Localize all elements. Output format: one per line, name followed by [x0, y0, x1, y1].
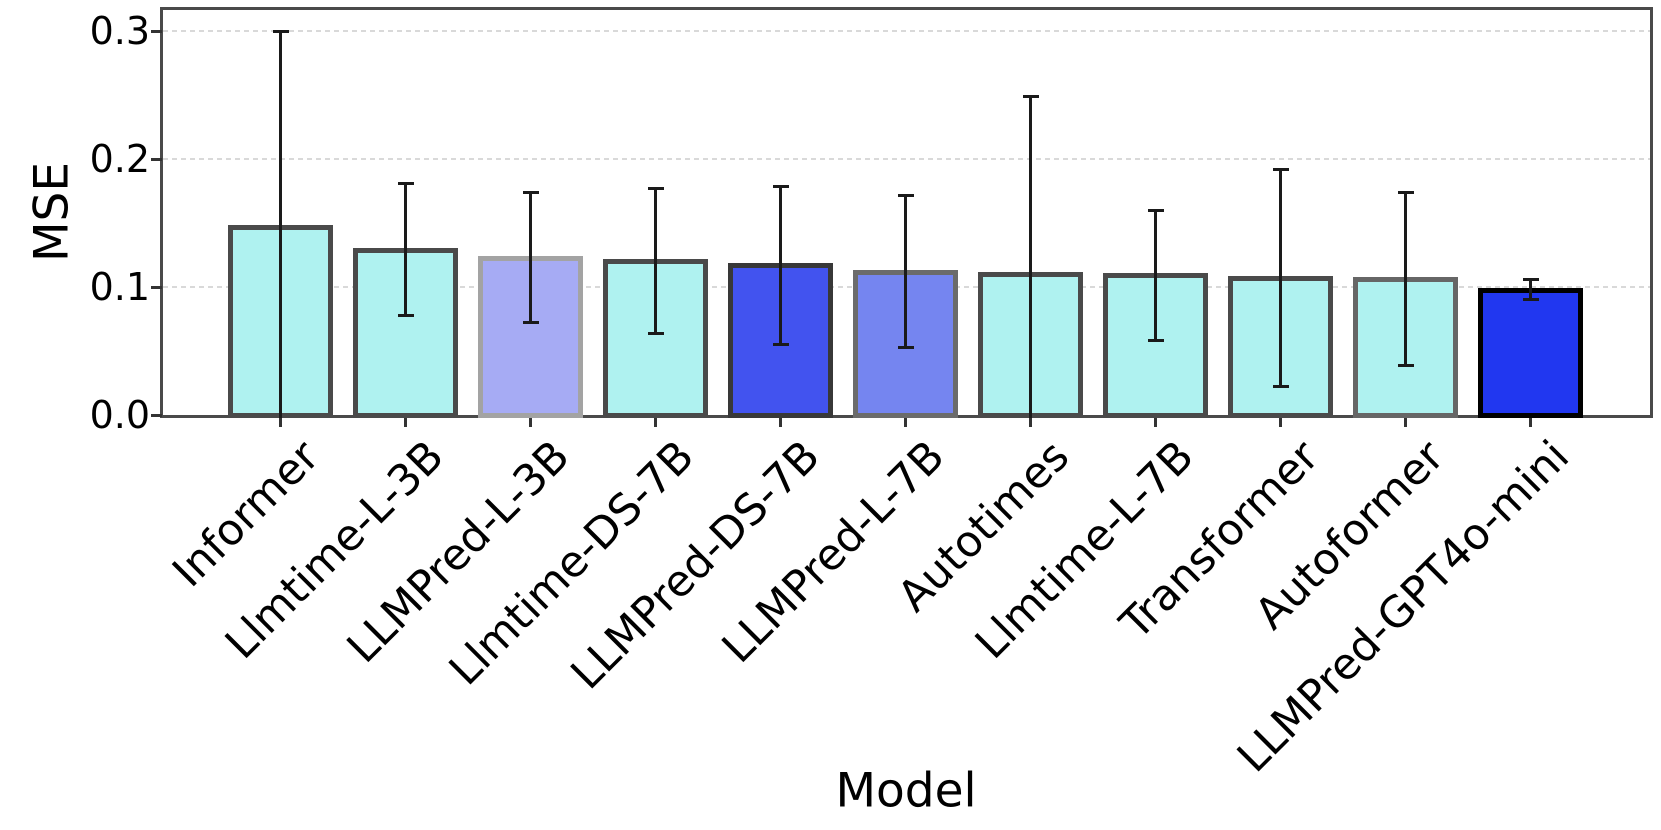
error-cap-bottom-llmtime-ds-7b: [647, 332, 664, 336]
x-tick-label-llmtime-l-7b: Llmtime-L-7B: [966, 431, 1205, 669]
error-cap-top-transformer: [1272, 168, 1289, 172]
error-cap-top-llmtime-l-7b: [1147, 209, 1164, 213]
x-tick-mark-llmpred-gpt4o-mini: [1529, 418, 1532, 427]
x-tick-mark-llmpred-l-7b: [904, 418, 907, 427]
y-tick-label-0.0: 0.0: [89, 393, 150, 437]
error-cap-bottom-llmtime-l-7b: [1147, 338, 1164, 342]
gridline-0.3: [163, 30, 1650, 32]
error-cap-bottom-autoformer: [1397, 364, 1414, 368]
error-cap-bottom-llmpred-l-3b: [522, 320, 539, 324]
error-cap-bottom-llmpred-gpt4o-mini: [1522, 297, 1539, 301]
y-tick-label-0.1: 0.1: [89, 265, 150, 309]
error-cap-top-llmpred-gpt4o-mini: [1522, 278, 1539, 282]
error-bar-llmpred-l-7b: [904, 194, 907, 349]
error-bar-informer: [279, 31, 282, 419]
y-tick-label-0.3: 0.3: [89, 9, 150, 53]
error-bar-llmtime-l-7b: [1154, 210, 1157, 341]
error-bar-llmpred-gpt4o-mini: [1529, 279, 1532, 300]
x-tick-mark-autoformer: [1404, 418, 1407, 427]
error-bar-autoformer: [1404, 192, 1407, 367]
y-tick-mark-0.1: [151, 285, 162, 289]
error-cap-top-llmpred-ds-7b: [772, 184, 789, 188]
x-tick-mark-transformer: [1279, 418, 1282, 427]
x-tick-mark-autotimes: [1029, 418, 1032, 427]
error-bar-llmpred-l-3b: [529, 192, 532, 323]
error-cap-top-informer: [272, 30, 289, 33]
y-tick-mark-0.2: [151, 157, 162, 161]
bar-llmpred-gpt4o-mini: [1478, 287, 1583, 418]
error-cap-top-llmpred-l-7b: [897, 193, 914, 197]
error-cap-bottom-llmpred-ds-7b: [772, 342, 789, 346]
error-bar-llmtime-ds-7b: [654, 188, 657, 335]
error-cap-bottom-llmtime-l-3b: [397, 314, 414, 318]
error-cap-top-llmtime-l-3b: [397, 182, 414, 186]
x-tick-mark-llmpred-ds-7b: [779, 418, 782, 427]
x-tick-label-llmtime-l-3b: Llmtime-L-3B: [216, 431, 455, 669]
x-axis-label: Model: [835, 763, 977, 819]
x-tick-mark-llmpred-l-3b: [529, 418, 532, 427]
error-cap-top-llmpred-l-3b: [522, 191, 539, 195]
error-cap-bottom-transformer: [1272, 384, 1289, 388]
x-tick-mark-llmtime-l-7b: [1154, 418, 1157, 427]
y-tick-mark-0.0: [151, 413, 162, 417]
error-bar-llmtime-l-3b: [404, 183, 407, 317]
gridline-0.2: [163, 158, 1650, 160]
error-cap-top-autoformer: [1397, 191, 1414, 195]
error-cap-top-llmtime-ds-7b: [647, 187, 664, 191]
error-bar-autotimes: [1029, 96, 1032, 419]
x-tick-mark-llmtime-ds-7b: [654, 418, 657, 427]
error-bar-llmpred-ds-7b: [779, 185, 782, 345]
error-bar-transformer: [1279, 169, 1282, 387]
error-cap-bottom-llmpred-l-7b: [897, 346, 914, 350]
x-tick-label-llmpred-l-3b: LLMPred-L-3B: [337, 431, 580, 673]
x-tick-mark-informer: [279, 418, 282, 427]
y-tick-label-0.2: 0.2: [89, 137, 150, 181]
y-tick-mark-0.3: [151, 29, 162, 33]
x-tick-mark-llmtime-l-3b: [404, 418, 407, 427]
x-tick-label-llmpred-l-7b: LLMPred-L-7B: [712, 431, 955, 673]
error-cap-top-autotimes: [1022, 95, 1039, 99]
